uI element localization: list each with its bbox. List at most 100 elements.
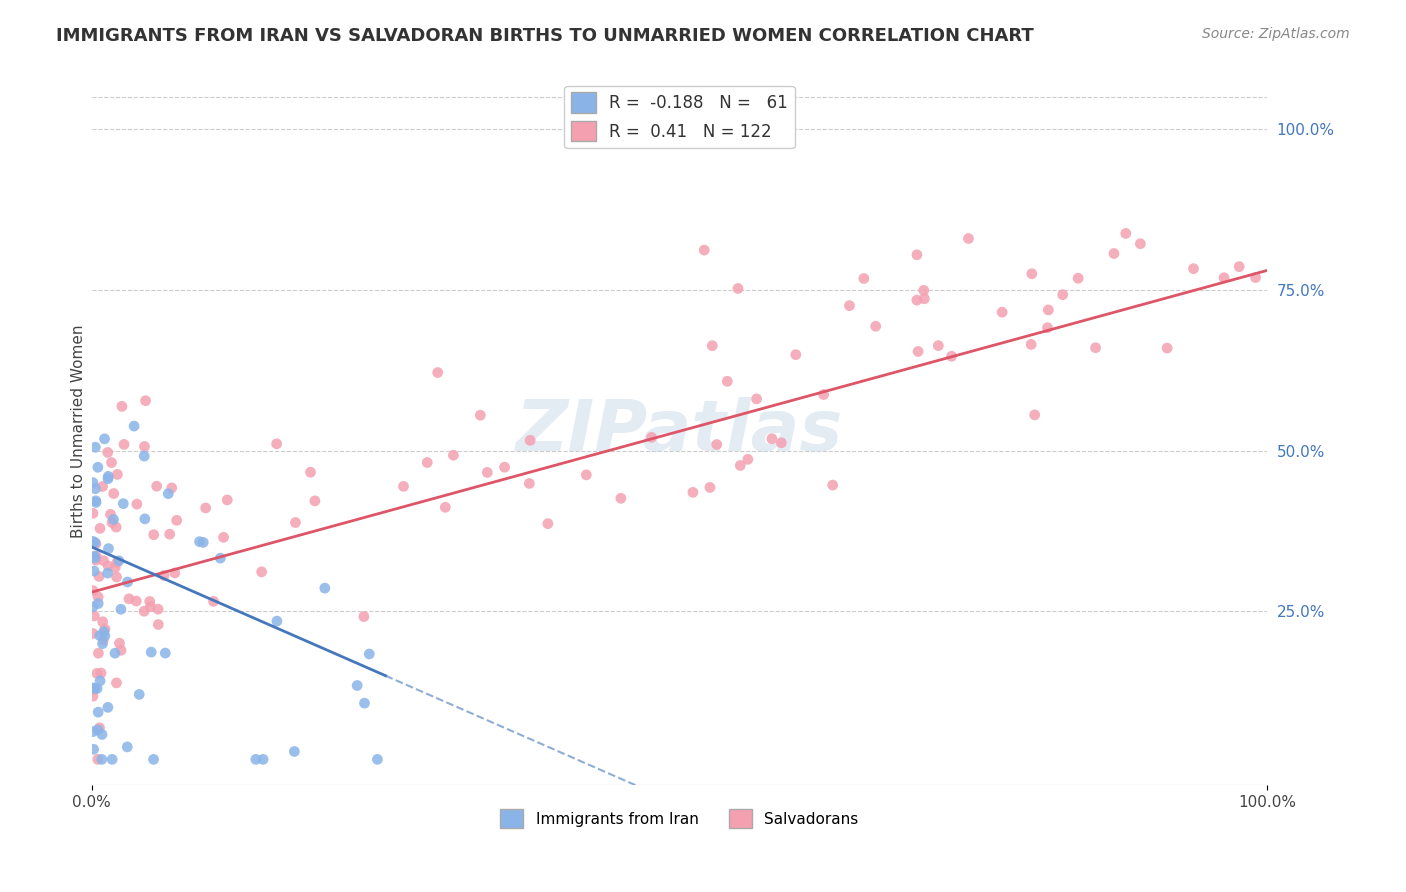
Y-axis label: Births to Unmarried Women: Births to Unmarried Women [72,325,86,538]
Point [821,478,844,492]
Point [745,392,768,406]
Point [91,727,114,741]
Point [193,535,215,549]
Point [494,460,516,475]
Point [245,752,267,766]
Point [212,530,235,544]
Point [284,516,307,530]
Point [1227,260,1250,274]
Point [90,666,112,681]
Point [90,752,112,766]
Point [1156,341,1178,355]
Point [146,602,169,616]
Point [100,508,122,522]
Point [153,568,176,582]
Point [426,366,449,380]
Point [108,636,131,650]
Point [82,681,104,695]
Point [148,617,170,632]
Point [359,647,381,661]
Point [941,349,963,363]
Point [166,513,188,527]
Point [1102,246,1125,260]
Point [134,512,156,526]
Point [682,485,704,500]
Point [97,566,120,581]
Point [1052,287,1074,301]
Point [112,497,135,511]
Point [87,646,110,660]
Point [157,486,180,500]
Point [86,666,108,681]
Point [304,494,326,508]
Point [87,752,110,766]
Point [84,553,107,567]
Point [416,456,439,470]
Point [1021,267,1043,281]
Point [1115,227,1137,241]
Point [865,319,887,334]
Point [194,500,217,515]
Point [640,430,662,444]
Point [575,467,598,482]
Point [91,615,114,629]
Point [163,566,186,580]
Point [1024,408,1046,422]
Point [1182,261,1205,276]
Point [250,565,273,579]
Point [105,467,128,482]
Point [91,637,114,651]
Point [159,527,181,541]
Point [94,622,117,636]
Point [912,292,935,306]
Point [97,445,120,459]
Point [84,440,107,454]
Point [87,460,110,475]
Point [209,551,232,566]
Point [93,624,115,639]
Point [83,681,105,696]
Point [84,537,107,551]
Point [82,599,104,614]
Point [83,550,105,565]
Point [770,435,793,450]
Point [142,752,165,766]
Point [134,440,156,454]
Point [94,629,117,643]
Point [813,387,835,401]
Point [702,339,724,353]
Point [105,520,128,534]
Point [1244,270,1267,285]
Point [93,432,115,446]
Point [266,437,288,451]
Point [82,724,104,739]
Point [135,393,157,408]
Point [693,243,716,257]
Point [87,705,110,719]
Point [87,590,110,604]
Point [299,465,322,479]
Point [97,541,120,556]
Point [125,594,148,608]
Legend: Immigrants from Iran, Salvadorans: Immigrants from Iran, Salvadorans [495,803,865,834]
Point [392,479,415,493]
Point [1084,341,1107,355]
Point [366,752,388,766]
Point [97,472,120,486]
Point [93,554,115,568]
Point [353,609,375,624]
Point [852,271,875,285]
Point [84,493,107,508]
Point [737,452,759,467]
Point [91,479,114,493]
Point [217,492,239,507]
Point [83,742,105,756]
Point [905,293,928,307]
Point [434,500,457,515]
Point [252,752,274,766]
Point [112,437,135,451]
Point [1213,270,1236,285]
Point [470,408,492,422]
Point [118,591,141,606]
Point [104,560,127,574]
